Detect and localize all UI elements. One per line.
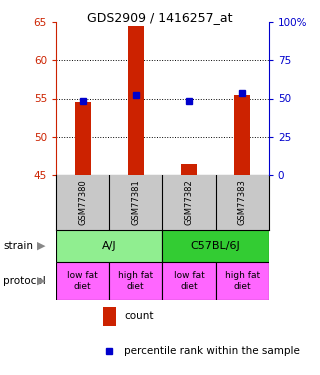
Bar: [75, 102, 91, 175]
Text: percentile rank within the sample: percentile rank within the sample: [124, 346, 300, 355]
Bar: [128, 26, 144, 175]
Text: GSM77380: GSM77380: [78, 180, 87, 225]
Text: strain: strain: [3, 241, 33, 251]
Bar: [109, 262, 163, 300]
Text: C57BL/6J: C57BL/6J: [191, 241, 240, 251]
Bar: [56, 262, 109, 300]
Bar: [163, 262, 216, 300]
Text: ▶: ▶: [37, 276, 46, 286]
Text: GDS2909 / 1416257_at: GDS2909 / 1416257_at: [87, 11, 233, 24]
Text: low fat
diet: low fat diet: [67, 271, 98, 291]
Text: GSM77381: GSM77381: [131, 180, 140, 225]
Bar: [56, 230, 163, 262]
Text: protocol: protocol: [3, 276, 46, 286]
Text: A/J: A/J: [102, 241, 116, 251]
Bar: [163, 230, 269, 262]
Bar: [216, 262, 269, 300]
Text: GSM77382: GSM77382: [185, 180, 194, 225]
Bar: [103, 307, 116, 326]
Bar: [181, 164, 197, 175]
Text: high fat
diet: high fat diet: [225, 271, 260, 291]
Text: high fat
diet: high fat diet: [118, 271, 153, 291]
Bar: [234, 94, 250, 175]
Text: count: count: [124, 311, 154, 321]
Text: GSM77383: GSM77383: [238, 180, 247, 225]
Text: ▶: ▶: [37, 241, 46, 251]
Text: low fat
diet: low fat diet: [174, 271, 204, 291]
